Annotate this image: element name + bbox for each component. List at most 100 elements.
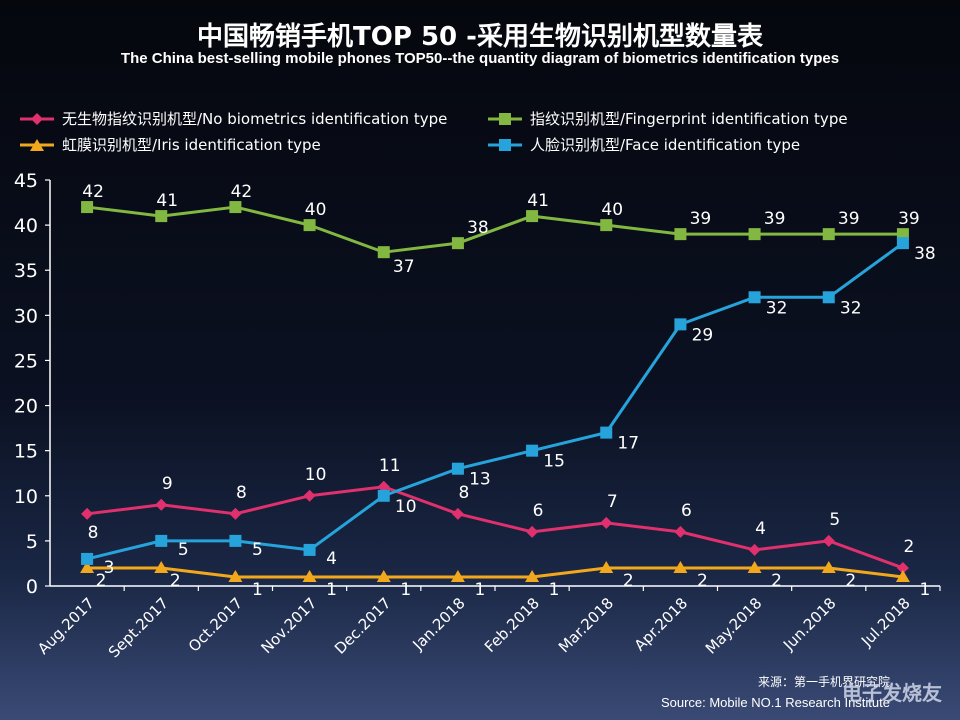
data-label: 5 bbox=[252, 540, 263, 560]
data-point-diamond bbox=[303, 489, 316, 502]
data-label: 38 bbox=[467, 218, 489, 238]
data-point-square bbox=[81, 201, 94, 214]
data-label: 6 bbox=[533, 501, 544, 521]
series-line bbox=[87, 566, 904, 579]
data-point-square bbox=[229, 534, 242, 547]
data-label: 3 bbox=[104, 558, 115, 578]
data-point-triangle bbox=[376, 569, 391, 582]
data-point-diamond bbox=[748, 543, 761, 556]
y-tick-label: 45 bbox=[14, 170, 38, 192]
data-point-triangle bbox=[525, 569, 540, 582]
data-point-triangle bbox=[673, 560, 688, 573]
data-point-square bbox=[451, 462, 464, 475]
x-tick-label: Dec.2017 bbox=[331, 594, 395, 658]
data-label: 8 bbox=[459, 483, 470, 503]
x-tick-label: Jan.2018 bbox=[409, 594, 469, 654]
source-en: Source: Mobile NO.1 Research Institute bbox=[660, 695, 890, 710]
data-label: 13 bbox=[469, 470, 491, 490]
data-point-square bbox=[377, 246, 390, 259]
data-point-square bbox=[600, 219, 613, 232]
x-tick-label: Oct.2017 bbox=[185, 594, 246, 655]
data-label: 42 bbox=[82, 182, 104, 202]
data-label: 10 bbox=[305, 465, 327, 485]
data-label: 39 bbox=[764, 209, 786, 229]
data-point-square bbox=[896, 237, 909, 250]
data-label: 1 bbox=[326, 580, 337, 600]
data-label: 2 bbox=[697, 571, 708, 591]
watermark-logo: 电子发烧友 bbox=[842, 681, 942, 705]
data-point-square bbox=[822, 228, 835, 241]
data-label: 39 bbox=[898, 209, 920, 229]
data-label: 4 bbox=[755, 519, 766, 539]
data-point-diamond bbox=[822, 534, 835, 547]
data-label: 6 bbox=[681, 501, 692, 521]
data-label: 11 bbox=[379, 456, 401, 476]
x-tick-label: May.2018 bbox=[702, 594, 766, 658]
data-label: 5 bbox=[829, 510, 840, 530]
data-point-square bbox=[303, 219, 316, 232]
y-tick-label: 15 bbox=[14, 441, 38, 463]
data-label: 5 bbox=[178, 540, 189, 560]
data-label: 2 bbox=[904, 537, 915, 557]
data-point-square bbox=[155, 534, 168, 547]
data-point-diamond bbox=[600, 516, 613, 529]
data-point-square bbox=[748, 291, 761, 304]
data-label: 39 bbox=[690, 209, 712, 229]
data-label: 9 bbox=[162, 474, 173, 494]
data-point-triangle bbox=[80, 560, 95, 573]
data-label: 32 bbox=[840, 298, 862, 318]
data-point-square bbox=[81, 552, 94, 565]
data-label: 1 bbox=[252, 580, 263, 600]
data-label: 10 bbox=[395, 497, 417, 517]
y-tick-label: 40 bbox=[14, 215, 38, 237]
data-point-square bbox=[674, 228, 687, 241]
data-point-triangle bbox=[154, 560, 169, 573]
data-point-triangle bbox=[895, 569, 910, 582]
data-label: 17 bbox=[617, 434, 639, 454]
data-label: 37 bbox=[393, 257, 415, 277]
y-tick-label: 0 bbox=[26, 576, 38, 598]
data-point-square bbox=[526, 444, 539, 457]
data-label: 2 bbox=[170, 571, 181, 591]
x-tick-label: Sept.2017 bbox=[105, 594, 172, 661]
x-tick-label: Mar.2018 bbox=[555, 594, 617, 656]
data-label: 40 bbox=[305, 200, 327, 220]
x-tick-label: Aug.2017 bbox=[34, 594, 98, 658]
data-point-square bbox=[155, 210, 168, 223]
data-point-diamond bbox=[526, 525, 539, 538]
data-label: 1 bbox=[475, 580, 486, 600]
data-label: 8 bbox=[236, 483, 247, 503]
data-label: 8 bbox=[88, 523, 99, 543]
data-point-square bbox=[377, 489, 390, 502]
data-label: 1 bbox=[920, 580, 931, 600]
source-cn: 来源：第一手机界研究院 bbox=[757, 675, 890, 689]
data-label: 15 bbox=[543, 452, 565, 472]
data-label: 2 bbox=[623, 571, 634, 591]
data-point-diamond bbox=[451, 507, 464, 520]
x-tick-label: Jun.2018 bbox=[779, 594, 839, 654]
y-tick-label: 25 bbox=[14, 350, 38, 372]
data-label: 2 bbox=[845, 571, 856, 591]
data-point-diamond bbox=[81, 507, 94, 520]
data-label: 4 bbox=[326, 549, 337, 569]
y-tick-label: 5 bbox=[26, 531, 38, 553]
data-point-diamond bbox=[377, 480, 390, 493]
data-label: 7 bbox=[607, 492, 618, 512]
data-label: 38 bbox=[914, 244, 936, 264]
data-label: 39 bbox=[838, 209, 860, 229]
x-tick-label: Nov.2017 bbox=[257, 594, 320, 657]
data-point-square bbox=[822, 291, 835, 304]
series-line bbox=[86, 205, 903, 254]
y-tick-label: 35 bbox=[14, 260, 38, 282]
y-tick-label: 20 bbox=[14, 396, 38, 418]
data-label: 41 bbox=[527, 191, 549, 211]
series-line bbox=[86, 485, 904, 570]
y-tick-label: 10 bbox=[14, 486, 38, 508]
data-point-triangle bbox=[821, 560, 836, 573]
data-label: 2 bbox=[96, 571, 107, 591]
data-point-square bbox=[600, 426, 613, 439]
data-point-diamond bbox=[155, 498, 168, 511]
chart-subtitle: The China best-selling mobile phones TOP… bbox=[120, 50, 840, 67]
data-label: 1 bbox=[549, 580, 560, 600]
